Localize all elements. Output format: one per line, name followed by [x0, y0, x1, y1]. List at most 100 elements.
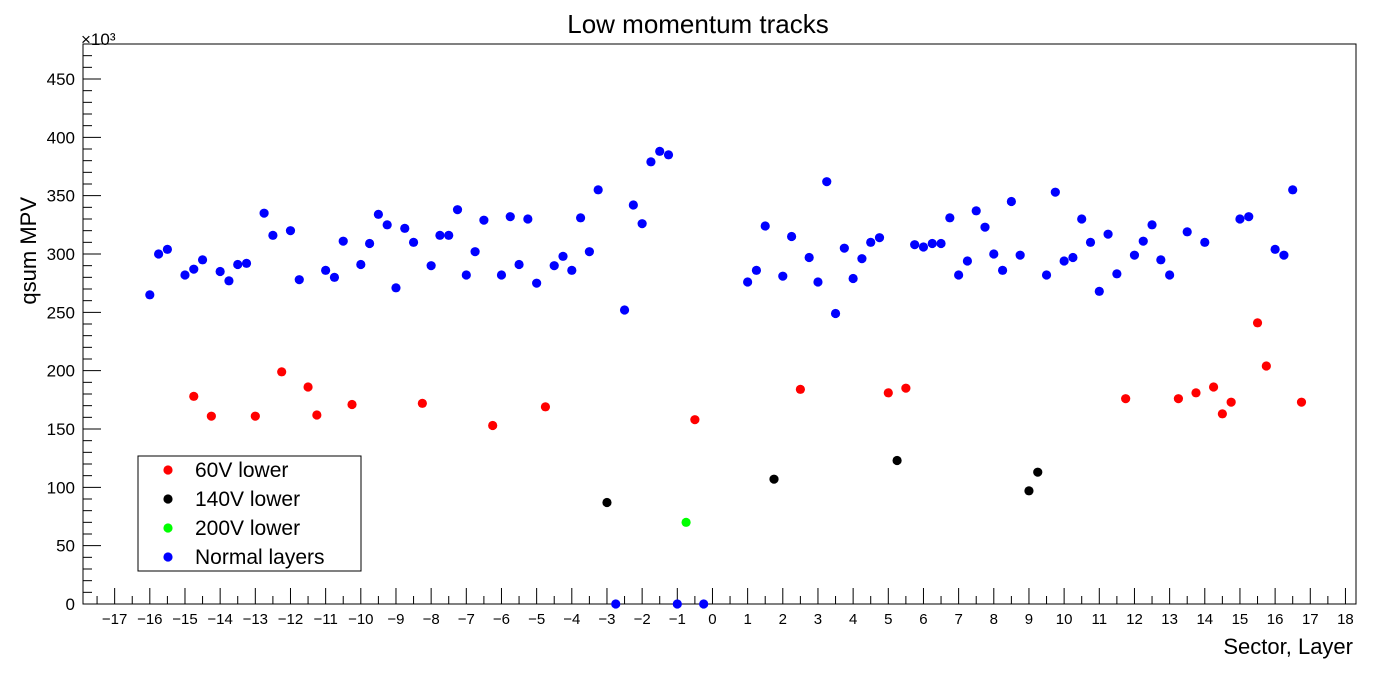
x-tick-label: −12 — [278, 611, 303, 628]
data-point — [347, 399, 357, 410]
x-tick-label: −10 — [348, 611, 373, 628]
data-point — [189, 264, 199, 274]
data-point — [795, 384, 805, 394]
data-point — [1244, 212, 1254, 222]
data-point — [962, 256, 973, 266]
data-point — [1138, 236, 1148, 246]
legend: 60V lower 140V lower 200V lower Normal laye… — [137, 455, 362, 572]
data-point — [1156, 255, 1166, 265]
x-tick-label: −4 — [563, 611, 580, 628]
data-point — [822, 177, 832, 187]
series-group — [681, 517, 691, 527]
chart-title: Low momentum tracks — [567, 9, 829, 39]
data-point — [549, 261, 559, 271]
x-axis-title: Sector, Layer — [1223, 634, 1353, 659]
data-point — [1296, 397, 1307, 407]
data-point — [514, 259, 524, 270]
data-point — [1235, 214, 1245, 224]
data-point — [479, 215, 489, 225]
data-point — [224, 276, 234, 286]
x-tick-label: −7 — [458, 611, 475, 628]
data-point — [575, 213, 586, 223]
data-point — [1165, 270, 1175, 280]
data-point — [294, 275, 304, 285]
data-point — [699, 599, 709, 609]
data-point — [1068, 252, 1078, 263]
legend-box — [137, 455, 362, 572]
x-tick-label: −9 — [387, 611, 404, 628]
data-point — [584, 247, 594, 257]
data-point — [532, 278, 542, 288]
data-point — [813, 277, 823, 287]
data-point — [1112, 269, 1122, 279]
data-point — [1191, 388, 1201, 398]
data-point — [391, 283, 401, 293]
data-point — [540, 402, 551, 412]
data-point — [593, 185, 603, 195]
data-point — [365, 238, 375, 249]
data-point — [435, 230, 445, 240]
data-point — [180, 270, 190, 280]
data-point — [259, 208, 269, 218]
data-point — [1015, 250, 1025, 260]
x-tick-label: 3 — [814, 611, 822, 628]
data-point — [927, 238, 937, 249]
data-point — [285, 226, 296, 236]
data-point — [250, 411, 260, 421]
data-point — [1182, 227, 1192, 237]
x-tick-label: −1 — [669, 611, 686, 628]
data-point — [760, 221, 770, 231]
y-tick-label: 100 — [47, 478, 75, 497]
data-point — [1129, 250, 1140, 260]
legend-label: 60V lower — [195, 459, 288, 482]
data-point — [523, 214, 533, 224]
data-point — [743, 277, 753, 287]
x-tick-label: −5 — [528, 611, 545, 628]
data-point — [417, 398, 427, 408]
data-point — [672, 599, 682, 609]
data-point — [804, 252, 814, 263]
x-tick-label: −3 — [598, 611, 615, 628]
data-point — [1226, 397, 1236, 407]
x-tick-label: −17 — [102, 611, 127, 628]
data-point — [162, 244, 172, 254]
data-point — [778, 271, 788, 281]
y-tick-label: 400 — [47, 128, 75, 147]
x-tick-label: 4 — [849, 611, 857, 628]
data-point — [1252, 318, 1263, 328]
x-tick-label: 8 — [990, 611, 998, 628]
data-point — [1147, 220, 1157, 230]
data-point — [866, 237, 876, 247]
y-tick-label: 250 — [47, 303, 75, 322]
x-tick-label: 10 — [1056, 611, 1073, 628]
data-point — [910, 240, 920, 250]
y-tick-label: 0 — [66, 595, 75, 614]
data-point — [329, 272, 340, 282]
x-tick-label: 11 — [1092, 611, 1108, 628]
legend-label: 200V lower — [195, 517, 300, 540]
data-point — [751, 265, 762, 275]
y-tick-label: 450 — [47, 70, 75, 89]
x-tick-label: −2 — [634, 611, 651, 628]
data-point — [1173, 394, 1184, 404]
x-tick-label: 9 — [1025, 611, 1033, 628]
data-point — [690, 415, 700, 425]
data-point — [1208, 382, 1219, 392]
data-point — [505, 212, 515, 222]
data-point — [954, 270, 964, 280]
data-point — [646, 157, 656, 167]
data-point — [154, 249, 164, 259]
data-point — [1279, 250, 1289, 260]
data-point — [681, 517, 691, 527]
data-point — [1041, 270, 1052, 280]
data-point — [145, 290, 155, 300]
data-point — [892, 455, 902, 466]
x-tick-label: 7 — [954, 611, 962, 628]
data-point — [883, 388, 893, 398]
data-point — [496, 270, 507, 280]
data-point — [488, 420, 498, 431]
data-point — [567, 265, 577, 275]
data-point — [206, 411, 216, 421]
data-point — [277, 367, 287, 377]
